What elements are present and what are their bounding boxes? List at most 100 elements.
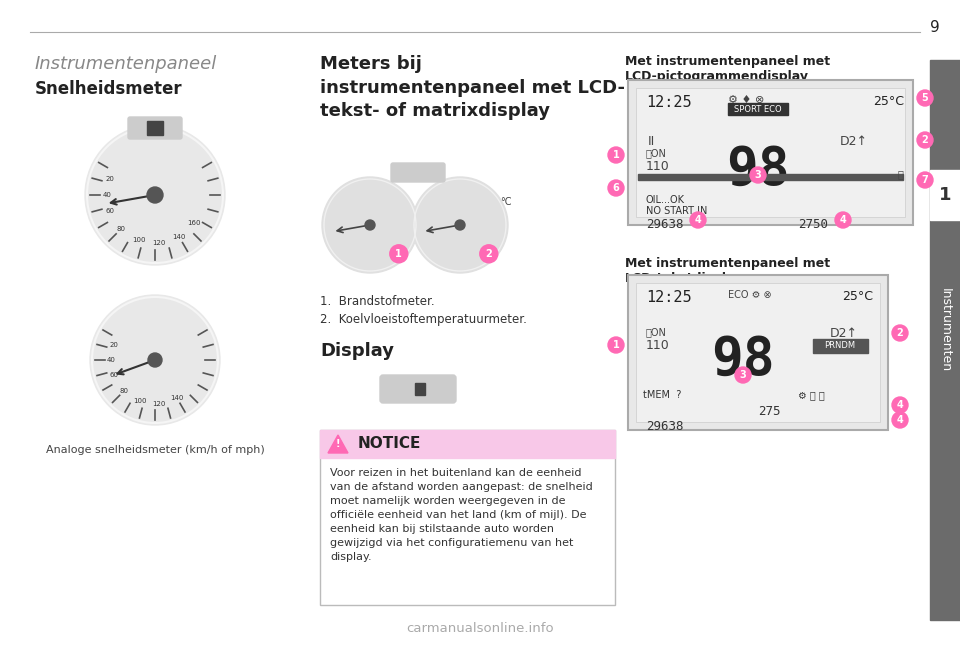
Circle shape <box>892 397 908 413</box>
Text: 2750: 2750 <box>798 218 828 231</box>
Bar <box>728 103 788 115</box>
Text: Voor reizen in het buitenland kan de eenheid
van de afstand worden aangepast: de: Voor reizen in het buitenland kan de een… <box>330 468 592 562</box>
Bar <box>320 430 615 458</box>
Text: ⛽: ⛽ <box>898 169 904 179</box>
Bar <box>415 383 425 395</box>
Text: 3: 3 <box>755 170 761 180</box>
Circle shape <box>917 132 933 148</box>
Circle shape <box>892 325 908 341</box>
Text: 1: 1 <box>612 340 619 350</box>
Text: NO START IN: NO START IN <box>646 206 708 216</box>
Circle shape <box>835 212 851 228</box>
Circle shape <box>917 90 933 106</box>
Text: 98: 98 <box>727 144 790 196</box>
Text: Meters bij
instrumentenpaneel met LCD-
tekst- of matrixdisplay: Meters bij instrumentenpaneel met LCD- t… <box>320 55 625 120</box>
Text: II: II <box>648 135 656 148</box>
Text: Met instrumentenpaneel met: Met instrumentenpaneel met <box>625 55 830 68</box>
Text: 25°C: 25°C <box>873 95 904 108</box>
Text: 2: 2 <box>486 249 492 259</box>
Text: 20: 20 <box>109 342 118 348</box>
Text: °C: °C <box>500 197 512 207</box>
Text: 9: 9 <box>930 20 940 35</box>
Text: 7: 7 <box>922 175 928 185</box>
Text: 1: 1 <box>396 249 402 259</box>
Circle shape <box>608 147 624 163</box>
Text: 🔧ON: 🔧ON <box>646 327 667 337</box>
Text: 29638: 29638 <box>646 218 684 231</box>
Text: 1: 1 <box>939 186 951 204</box>
Text: Met instrumentenpaneel met: Met instrumentenpaneel met <box>625 257 830 270</box>
Text: 140: 140 <box>170 395 183 401</box>
Text: 100: 100 <box>133 398 147 404</box>
Circle shape <box>608 337 624 353</box>
Bar <box>930 170 960 220</box>
Text: 120: 120 <box>153 240 166 246</box>
Text: 60: 60 <box>109 372 118 378</box>
Text: 25°C: 25°C <box>842 290 873 303</box>
Circle shape <box>917 172 933 188</box>
Text: Instrumentenpaneel: Instrumentenpaneel <box>35 55 217 73</box>
Text: 98: 98 <box>711 334 775 386</box>
Text: D2↑: D2↑ <box>830 327 858 340</box>
Polygon shape <box>328 435 348 453</box>
Text: ECO ⚙ ⊗: ECO ⚙ ⊗ <box>728 290 772 300</box>
Text: NOTICE: NOTICE <box>358 437 421 452</box>
FancyBboxPatch shape <box>628 80 913 225</box>
Text: 120: 120 <box>152 401 165 407</box>
Text: D2↑: D2↑ <box>840 135 868 148</box>
Text: ⚙ ♦ ⊗: ⚙ ♦ ⊗ <box>728 95 764 105</box>
Text: 12:25: 12:25 <box>646 290 691 305</box>
Circle shape <box>390 245 408 263</box>
Text: 4: 4 <box>840 215 847 225</box>
Text: 2: 2 <box>922 135 928 145</box>
FancyBboxPatch shape <box>636 283 880 422</box>
Text: Display: Display <box>320 342 394 360</box>
Text: 20: 20 <box>106 176 114 182</box>
Circle shape <box>455 220 465 230</box>
Text: 80: 80 <box>119 388 129 394</box>
Circle shape <box>690 212 706 228</box>
Text: 3: 3 <box>739 370 746 380</box>
Text: LCD-pictogrammendisplay: LCD-pictogrammendisplay <box>625 70 809 83</box>
Circle shape <box>735 367 751 383</box>
FancyBboxPatch shape <box>636 88 905 217</box>
Bar <box>638 174 903 180</box>
Circle shape <box>412 177 508 273</box>
Circle shape <box>608 180 624 196</box>
Text: 12:25: 12:25 <box>646 95 691 110</box>
FancyBboxPatch shape <box>391 163 445 182</box>
Text: SPORT ECO: SPORT ECO <box>734 104 781 114</box>
Text: 29638: 29638 <box>646 420 684 433</box>
Circle shape <box>365 220 375 230</box>
Circle shape <box>892 412 908 428</box>
Text: 60: 60 <box>106 208 114 214</box>
Text: LCD-tekstdisplay: LCD-tekstdisplay <box>625 272 743 285</box>
Text: PRNDM: PRNDM <box>825 341 855 350</box>
Text: 5: 5 <box>922 93 928 103</box>
Text: 110: 110 <box>646 160 670 173</box>
Text: ⚙ 🚗 ⬛: ⚙ 🚗 ⬛ <box>798 390 825 400</box>
Text: 160: 160 <box>187 219 201 226</box>
Text: 4: 4 <box>897 415 903 425</box>
Circle shape <box>90 295 220 425</box>
Text: OIL...OK: OIL...OK <box>646 195 685 205</box>
Text: 2: 2 <box>897 328 903 338</box>
Text: 1.  Brandstofmeter.: 1. Brandstofmeter. <box>320 295 435 308</box>
FancyBboxPatch shape <box>320 430 615 605</box>
Text: 4: 4 <box>897 400 903 410</box>
Text: Analoge snelheidsmeter (km/h of mph): Analoge snelheidsmeter (km/h of mph) <box>46 445 264 455</box>
Text: Snelheidsmeter: Snelheidsmeter <box>35 80 182 98</box>
Text: 40: 40 <box>107 357 115 363</box>
Circle shape <box>147 187 163 203</box>
Text: 110: 110 <box>646 339 670 352</box>
Text: 2.  Koelvloeistoftemperatuurmeter.: 2. Koelvloeistoftemperatuurmeter. <box>320 313 527 326</box>
Text: 6: 6 <box>612 183 619 193</box>
FancyBboxPatch shape <box>628 275 888 430</box>
Bar <box>813 339 868 353</box>
Circle shape <box>480 245 498 263</box>
Text: 275: 275 <box>758 405 780 418</box>
Circle shape <box>322 177 418 273</box>
Bar <box>930 60 960 620</box>
Text: Instrumenten: Instrumenten <box>939 288 951 372</box>
FancyBboxPatch shape <box>128 117 182 139</box>
